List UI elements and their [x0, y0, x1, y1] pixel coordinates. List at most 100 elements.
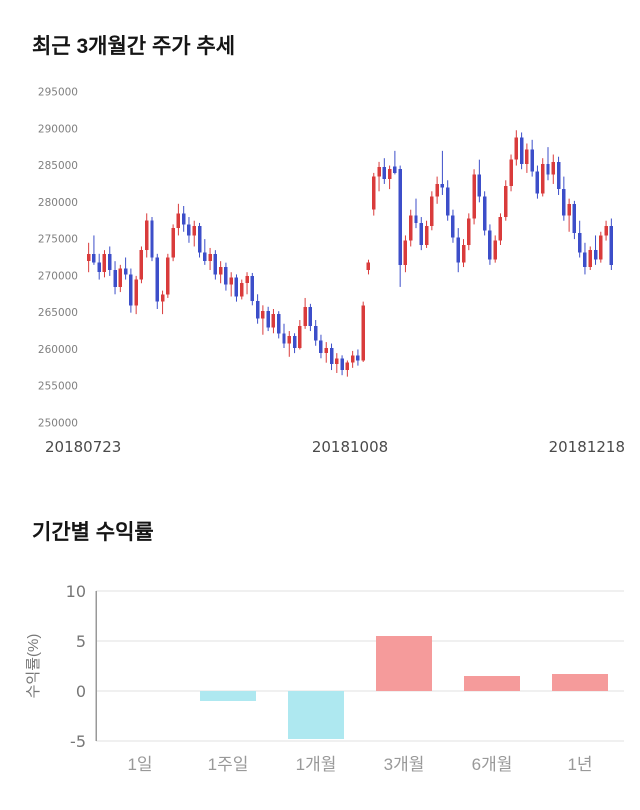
return-bar [376, 636, 432, 691]
candle-body [92, 253, 96, 263]
candle-body [451, 215, 455, 238]
candle-body [530, 149, 534, 172]
candle-body [588, 250, 592, 268]
candle-body [319, 340, 323, 354]
candle-body [113, 270, 117, 287]
return-bar [552, 674, 608, 691]
candle-body [197, 225, 202, 253]
candle-body [435, 183, 439, 197]
candle-body [551, 161, 556, 175]
candle-body [324, 347, 328, 354]
candle-body [562, 189, 566, 216]
candle-body [556, 161, 561, 190]
candle-body [461, 244, 466, 263]
candle-body [166, 257, 170, 295]
candle-body [261, 311, 265, 319]
candle-body [424, 225, 429, 245]
y-tick-label: 260000 [38, 344, 78, 356]
candle-body [245, 275, 249, 284]
candle-body [276, 314, 281, 334]
bar-category-label: 1주일 [208, 755, 249, 774]
candle-body [97, 262, 101, 273]
candle-body [271, 314, 276, 328]
candle-body [340, 358, 344, 371]
candle-body [482, 196, 487, 231]
candle-body [139, 250, 144, 280]
candle-body [577, 233, 582, 253]
candle-body [408, 215, 413, 241]
x-tick-label: 20180723 [45, 438, 121, 456]
candle-body [287, 336, 292, 344]
y-tick-label: 10 [66, 582, 86, 601]
candlestick-chart: 250000 255000 260000 265000 270000 275000 2800… [38, 87, 625, 457]
candle-body [504, 186, 508, 218]
y-tick-label: 250000 [38, 418, 78, 430]
candle-body [86, 253, 91, 262]
candle-body [308, 306, 313, 326]
candle-body [498, 217, 503, 241]
x-tick-label: 20181218 [549, 438, 625, 456]
candle-body [519, 137, 524, 165]
candle-body [160, 294, 165, 302]
bar-category-label: 3개월 [384, 755, 425, 774]
candle-body [266, 311, 270, 328]
candle-body [203, 252, 207, 262]
candle-body [208, 253, 212, 262]
candle-body [250, 275, 255, 301]
candle-body [546, 164, 550, 175]
candle-body [572, 203, 577, 234]
candle-body [218, 267, 223, 275]
candle-body [440, 183, 445, 188]
candle-body [108, 253, 112, 271]
candle-body [419, 222, 424, 245]
candle-body [514, 137, 519, 160]
candle-body [477, 174, 482, 197]
candle-body [366, 262, 371, 271]
candle-body [361, 305, 365, 361]
candle-body [493, 240, 497, 260]
y-axis-label: 수익률(%) [25, 634, 42, 699]
y-tick-label: 270000 [38, 270, 78, 282]
price-trend-title: 최근 3개월간 주가 추세 [32, 35, 236, 58]
candle-body [282, 333, 286, 344]
candle-body [525, 149, 529, 165]
returns-bar-chart: -5 0 5 10 1일 1주일 1개월 3개월 6개월 1년 수익률(%) [25, 582, 624, 774]
candle-body [583, 252, 587, 268]
return-bar [200, 691, 256, 701]
y-tick-label: 290000 [38, 123, 78, 135]
candle-body [604, 225, 608, 236]
y-tick-label: 275000 [38, 234, 78, 246]
candle-body [118, 268, 123, 287]
candle-body [213, 253, 218, 275]
candle-body [229, 277, 233, 285]
candle-body [255, 300, 260, 319]
candle-body [181, 213, 186, 225]
y-tick-label: 0 [76, 682, 86, 701]
candle-body [335, 358, 339, 365]
return-bar [288, 691, 344, 739]
candle-body [292, 336, 297, 348]
candle-body [176, 213, 181, 229]
candle-body [134, 279, 138, 306]
candle-body [155, 257, 160, 302]
candle-body [456, 237, 460, 263]
candle-body [540, 164, 545, 194]
candle-body [488, 230, 492, 260]
candle-body [467, 218, 471, 245]
candle-body [377, 167, 381, 177]
candle-body [593, 250, 598, 260]
y-tick-label: 255000 [38, 381, 78, 393]
returns-title: 기간별 수익률 [32, 521, 154, 544]
candle-body [403, 240, 408, 265]
candle-body [535, 171, 540, 194]
candle-body [240, 283, 244, 297]
y-tick-label: 280000 [38, 197, 78, 209]
bar-category-label: 6개월 [472, 755, 513, 774]
candle-body [298, 325, 302, 348]
candle-body [345, 362, 350, 371]
y-tick-label: 5 [76, 632, 86, 651]
candle-body [187, 224, 191, 236]
x-tick-label: 20181008 [312, 438, 388, 456]
candle-body [430, 196, 434, 226]
